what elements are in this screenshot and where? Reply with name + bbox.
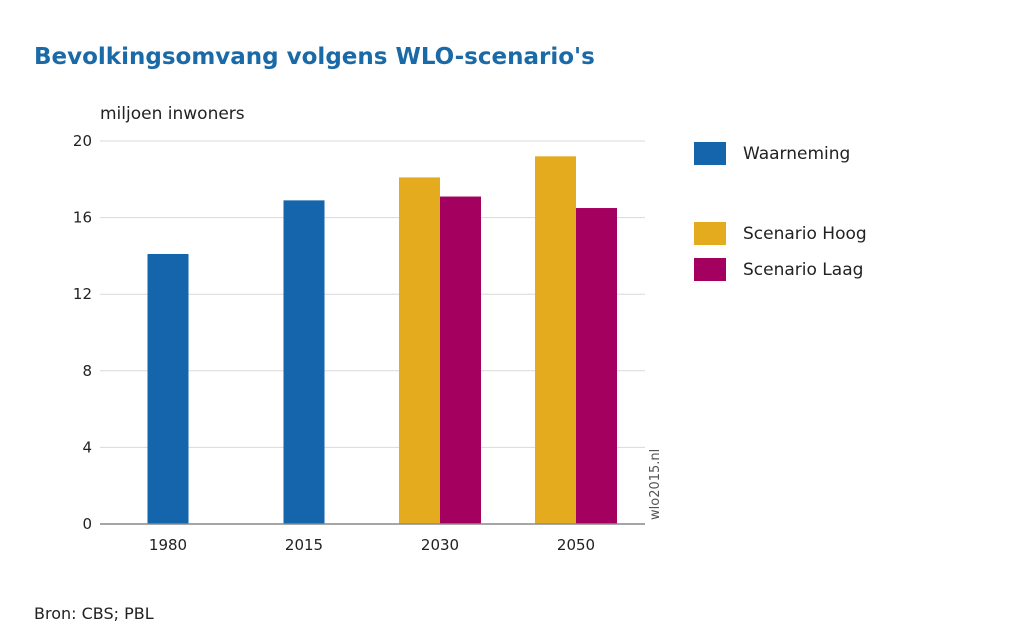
chart-title: Bevolkingsomvang volgens WLO-scenario's (34, 44, 595, 70)
source-note: Bron: CBS; PBL (34, 604, 154, 623)
y-tick-label: 12 (73, 285, 92, 303)
legend-label-waarneming: Waarneming (743, 144, 850, 164)
bar-scenario-hoog-2050 (535, 156, 576, 524)
x-tick-label: 2030 (421, 536, 459, 554)
bar-waarneming-1980 (147, 253, 189, 525)
legend-swatch-scenario-hoog (694, 222, 726, 245)
y-tick-label: 16 (73, 209, 92, 227)
axis-layer: 0 4 8 12 16 20 1980 2015 2030 2050 (73, 132, 645, 554)
x-tick-label: 1980 (149, 536, 187, 554)
x-tick-label: 2015 (285, 536, 323, 554)
y-tick-label: 4 (82, 438, 92, 456)
x-tick-label: 2050 (557, 536, 595, 554)
legend-swatch-waarneming (694, 142, 726, 165)
legend-label-scenario-hoog: Scenario Hoog (743, 224, 867, 244)
y-tick-label: 8 (82, 362, 92, 380)
bar-scenario-laag-2030 (440, 196, 481, 524)
legend-swatch-scenario-laag (694, 258, 726, 281)
bar-scenario-hoog-2030 (399, 177, 440, 524)
y-tick-label: 0 (82, 515, 92, 533)
bar-scenario-laag-2050 (576, 208, 617, 524)
legend: Waarneming Scenario Hoog Scenario Laag (694, 142, 867, 281)
bar-waarneming-2015 (283, 200, 325, 525)
bars-layer (147, 156, 617, 525)
y-tick-label: 20 (73, 132, 92, 150)
legend-label-scenario-laag: Scenario Laag (743, 260, 863, 280)
y-axis-label: miljoen inwoners (100, 104, 245, 124)
